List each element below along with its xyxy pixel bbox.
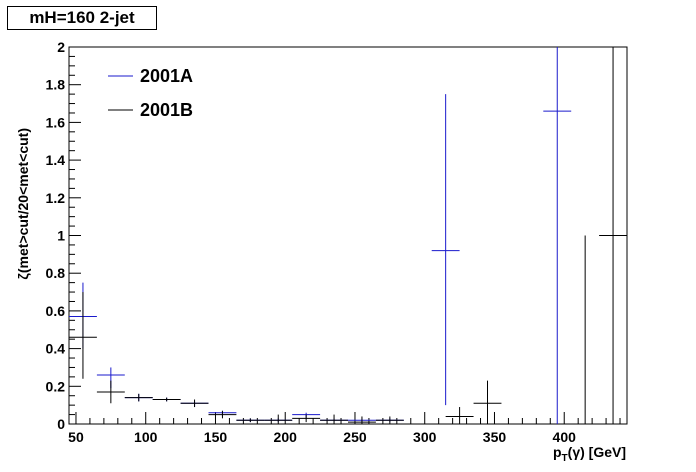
x-axis-title-sub: T <box>562 453 568 464</box>
y-tick-label: 1.6 <box>46 114 66 130</box>
data-point <box>96 380 125 404</box>
x-tick-label: 50 <box>68 429 84 445</box>
x-axis-title: pT(γ) [GeV] <box>553 444 626 464</box>
y-axis-title: ζ(met>cut/20<met<cut) <box>15 128 31 280</box>
data-point <box>124 393 153 402</box>
y-tick-label: 0 <box>57 416 65 432</box>
x-tick-label: 200 <box>274 429 298 445</box>
x-tick-label: 150 <box>204 429 228 445</box>
series-2001B <box>69 47 627 424</box>
data-point <box>375 416 404 424</box>
y-tick-label: 0.2 <box>46 378 66 394</box>
data-point <box>348 416 376 424</box>
data-point <box>152 397 181 402</box>
data-point <box>236 418 265 423</box>
data-point <box>264 414 293 424</box>
y-tick-label: 1.2 <box>46 190 66 206</box>
x-tick-label: 250 <box>343 429 367 445</box>
chart-title: mH=160 2-jet <box>29 8 135 27</box>
data-point <box>180 399 209 408</box>
y-tick-label: 1.4 <box>46 152 66 168</box>
data-point <box>599 47 627 424</box>
data-point <box>292 414 321 423</box>
y-tick-label: 1 <box>57 228 65 244</box>
data-point <box>320 414 348 424</box>
axis-ticks: 50 100 150 200 250 300 350 400 0 0.2 0.4 0.6 0.8 1 1.2… <box>46 39 621 445</box>
data-point <box>431 94 460 406</box>
y-tick-label: 2 <box>57 39 65 55</box>
data-point <box>208 410 237 419</box>
x-axis-title-main: p <box>553 444 562 460</box>
data-marks <box>69 47 627 424</box>
y-tick-label: 0.4 <box>46 341 66 357</box>
x-tick-label: 300 <box>413 429 437 445</box>
y-tick-label: 0.8 <box>46 265 66 281</box>
x-tick-label: 350 <box>483 429 507 445</box>
y-tick-label: 1.8 <box>46 77 66 93</box>
data-point <box>69 292 97 379</box>
x-tick-label: 400 <box>553 429 577 445</box>
legend-label-2001A: 2001A <box>140 66 193 86</box>
x-axis-title-rest: (γ) [GeV] <box>568 444 626 460</box>
chart-title-box: mH=160 2-jet <box>7 6 157 30</box>
data-point <box>473 380 502 424</box>
y-tick-label: 0.6 <box>46 303 66 319</box>
data-point <box>543 47 572 424</box>
legend: 2001A 2001B <box>108 66 193 120</box>
x-tick-label: 100 <box>134 429 158 445</box>
data-point <box>445 407 474 424</box>
legend-label-2001B: 2001B <box>140 100 193 120</box>
